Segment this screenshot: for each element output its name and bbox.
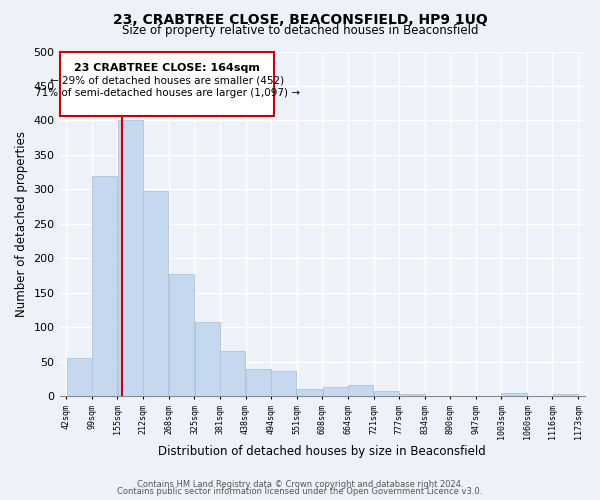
Bar bbox=[374, 391, 399, 396]
Y-axis label: Number of detached properties: Number of detached properties bbox=[15, 131, 28, 317]
Bar bbox=[297, 390, 322, 396]
Bar bbox=[92, 176, 117, 396]
Text: Contains public sector information licensed under the Open Government Licence v3: Contains public sector information licen… bbox=[118, 487, 482, 496]
Bar bbox=[323, 388, 347, 396]
Text: ← 29% of detached houses are smaller (452): ← 29% of detached houses are smaller (45… bbox=[50, 76, 284, 86]
Text: Size of property relative to detached houses in Beaconsfield: Size of property relative to detached ho… bbox=[122, 24, 478, 37]
Text: 71% of semi-detached houses are larger (1,097) →: 71% of semi-detached houses are larger (… bbox=[35, 88, 299, 98]
Bar bbox=[118, 120, 143, 396]
FancyBboxPatch shape bbox=[61, 52, 274, 116]
Bar bbox=[194, 322, 220, 396]
X-axis label: Distribution of detached houses by size in Beaconsfield: Distribution of detached houses by size … bbox=[158, 444, 486, 458]
Bar bbox=[553, 394, 578, 396]
Bar bbox=[348, 384, 373, 396]
Bar bbox=[143, 191, 169, 396]
Bar bbox=[399, 394, 425, 396]
Bar bbox=[246, 368, 271, 396]
Bar bbox=[169, 274, 194, 396]
Bar bbox=[220, 352, 245, 397]
Text: Contains HM Land Registry data © Crown copyright and database right 2024.: Contains HM Land Registry data © Crown c… bbox=[137, 480, 463, 489]
Bar bbox=[271, 371, 296, 396]
Text: 23, CRABTREE CLOSE, BEACONSFIELD, HP9 1UQ: 23, CRABTREE CLOSE, BEACONSFIELD, HP9 1U… bbox=[113, 12, 487, 26]
Bar bbox=[502, 393, 527, 396]
Text: 23 CRABTREE CLOSE: 164sqm: 23 CRABTREE CLOSE: 164sqm bbox=[74, 63, 260, 73]
Bar bbox=[67, 358, 92, 397]
